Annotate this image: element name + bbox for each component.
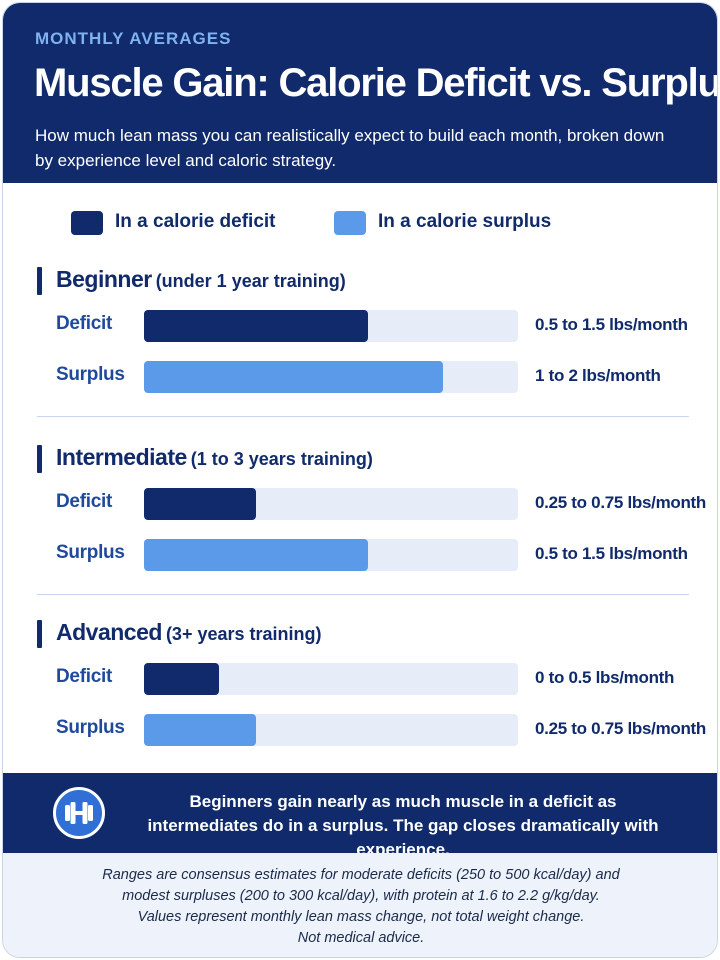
group-accent-bar [37, 267, 42, 295]
row-label-surplus: Surplus [56, 542, 125, 563]
group-name: Intermediate [56, 444, 187, 470]
group-divider [37, 416, 689, 417]
range-label: 0.25 to 0.75 lbs/month [535, 493, 707, 512]
group-title: Intermediate (1 to 3 years training) [56, 444, 373, 471]
footnote-line-2: modest surpluses (200 to 300 kcal/day), … [122, 888, 600, 904]
legend-label-deficit: In a calorie deficit [115, 211, 276, 232]
group-title: Beginner (under 1 year training) [56, 266, 346, 293]
range-label: 0.5 to 1.5 lbs/month [535, 544, 688, 563]
group-subtitle: (1 to 3 years training) [190, 449, 373, 469]
callout-line-1: Beginners gain nearly as much muscle in … [189, 792, 617, 811]
footnote-line-3: Values represent monthly lean mass chang… [137, 909, 585, 925]
row-label-surplus: Surplus [56, 364, 125, 385]
bar-track [144, 663, 518, 695]
group-divider [37, 594, 689, 595]
group-name: Beginner [56, 266, 152, 292]
range-label: 0.5 to 1.5 lbs/month [535, 315, 688, 334]
callout-banner: Beginners gain nearly as much muscle in … [3, 773, 717, 859]
legend-label-surplus: In a calorie surplus [378, 211, 552, 232]
bar-beginner-deficit [144, 310, 368, 342]
bar-advanced-deficit [144, 663, 219, 695]
bar-track [144, 361, 518, 393]
group-subtitle: (under 1 year training) [155, 271, 346, 291]
group-accent-bar [37, 620, 42, 648]
footnote-line-1: Ranges are consensus estimates for moder… [102, 867, 620, 883]
header-banner: MONTHLY AVERAGES Muscle Gain: Calorie De… [3, 3, 717, 183]
bar-track [144, 488, 518, 520]
bar-intermediate-deficit [144, 488, 256, 520]
range-label: 0 to 0.5 lbs/month [535, 668, 675, 687]
page-title: Muscle Gain: Calorie Deficit vs. Surplus [34, 61, 718, 105]
footnote: Ranges are consensus estimates for moder… [3, 853, 717, 957]
bar-track [144, 310, 518, 342]
group-accent-bar [37, 445, 42, 473]
eyebrow-label: MONTHLY AVERAGES [35, 29, 232, 48]
footnote-line-4: Not medical advice. [297, 930, 425, 946]
range-label: 0.25 to 0.75 lbs/month [535, 719, 707, 738]
page-subtitle: How much lean mass you can realistically… [35, 126, 665, 170]
group-title: Advanced (3+ years training) [56, 619, 322, 646]
bar-track [144, 714, 518, 746]
legend-swatch-surplus [334, 211, 366, 235]
row-label-surplus: Surplus [56, 717, 125, 738]
bar-beginner-surplus [144, 361, 443, 393]
bar-track [144, 539, 518, 571]
row-label-deficit: Deficit [56, 313, 112, 334]
dumbbell-icon [53, 787, 105, 839]
footnote-text: Ranges are consensus estimates for moder… [43, 865, 679, 949]
callout-text: Beginners gain nearly as much muscle in … [123, 790, 683, 862]
chart-legend: In a calorie deficit In a calorie surplu… [71, 209, 671, 239]
group-subtitle: (3+ years training) [165, 624, 322, 644]
row-label-deficit: Deficit [56, 491, 112, 512]
range-label: 1 to 2 lbs/month [535, 366, 661, 385]
row-label-deficit: Deficit [56, 666, 112, 687]
bar-intermediate-surplus [144, 539, 368, 571]
group-name: Advanced [56, 619, 162, 645]
legend-swatch-deficit [71, 211, 103, 235]
bar-advanced-surplus [144, 714, 256, 746]
